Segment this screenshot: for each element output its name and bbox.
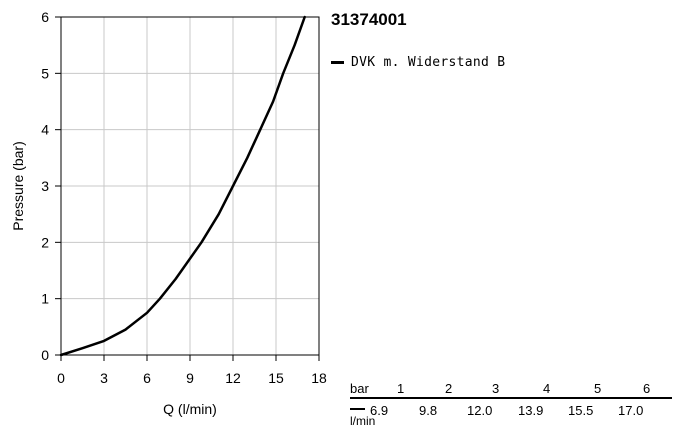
x-tick-label: 3 bbox=[100, 370, 108, 386]
table-header-label: bar bbox=[350, 381, 369, 396]
plot-frame bbox=[60, 16, 320, 356]
legend-swatch bbox=[331, 61, 344, 64]
x-tick-label: 6 bbox=[143, 370, 151, 386]
series-lines bbox=[59, 15, 306, 357]
table-pressure-cell: 3 bbox=[492, 381, 500, 396]
table-pressure-cell: 4 bbox=[543, 381, 551, 396]
x-tick-label: 0 bbox=[57, 370, 65, 386]
table-pressure-cell: 6 bbox=[643, 381, 651, 396]
table-flow-cell: 9.8 bbox=[419, 403, 438, 418]
x-axis-label: Q (l/min) bbox=[163, 401, 217, 417]
x-tick-label: 18 bbox=[311, 370, 327, 386]
legend-label: DVK m. Widerstand B bbox=[351, 55, 506, 70]
table-unit-label: l/min bbox=[350, 414, 376, 428]
chart-title: 31374001 bbox=[331, 10, 407, 29]
legend: DVK m. Widerstand B bbox=[331, 55, 505, 70]
table-flow-cell: 13.9 bbox=[518, 403, 544, 418]
table-pressure-cell: 5 bbox=[594, 381, 602, 396]
pressure-flow-table: bar 1 2 3 4 5 6 6.9 9.8 12.0 13.9 15.5 1… bbox=[350, 381, 672, 421]
y-tick-label: 2 bbox=[41, 234, 49, 250]
y-tick-label: 6 bbox=[41, 9, 49, 25]
y-tick-label: 3 bbox=[41, 178, 49, 194]
grid-lines bbox=[61, 17, 319, 355]
y-tick-label: 0 bbox=[41, 347, 49, 363]
series-line bbox=[59, 15, 306, 357]
y-tick-label: 5 bbox=[41, 65, 49, 81]
table-header-row: bar 1 2 3 4 5 6 bbox=[350, 381, 672, 399]
x-tick-label: 9 bbox=[186, 370, 194, 386]
table-flow-row: 6.9 9.8 12.0 13.9 15.5 17.0 bbox=[350, 403, 672, 421]
y-axis-label: Pressure (bar) bbox=[10, 141, 26, 230]
table-rule bbox=[350, 397, 672, 399]
y-tick-label: 4 bbox=[41, 122, 49, 138]
table-flow-cell: 12.0 bbox=[467, 403, 493, 418]
table-pressure-cell: 2 bbox=[445, 381, 453, 396]
x-tick-label: 15 bbox=[268, 370, 284, 386]
x-tick-label: 12 bbox=[225, 370, 241, 386]
unit-bar-symbol bbox=[350, 408, 365, 410]
table-pressure-cell: 1 bbox=[397, 381, 405, 396]
table-flow-cell: 6.9 bbox=[370, 403, 389, 418]
table-flow-cell: 17.0 bbox=[618, 403, 644, 418]
y-tick-label: 1 bbox=[41, 291, 49, 307]
table-flow-cell: 15.5 bbox=[568, 403, 594, 418]
